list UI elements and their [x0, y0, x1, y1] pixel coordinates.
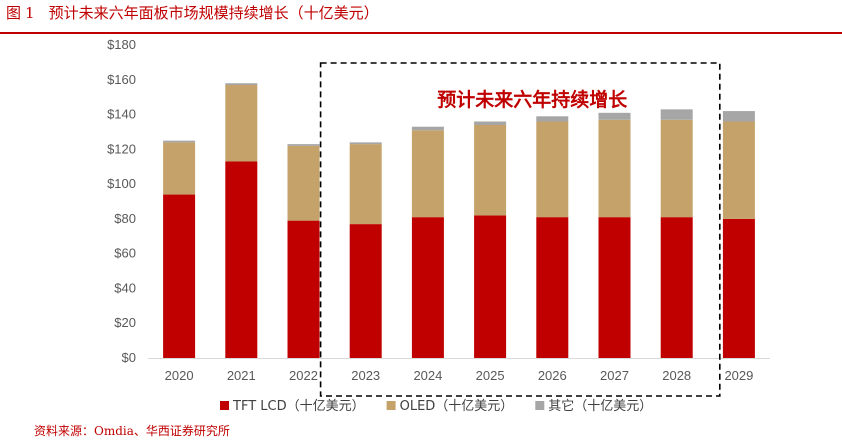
- bar-oled-2025: [474, 124, 507, 216]
- bar-oled-2028: [660, 119, 693, 218]
- x-tick-label: 2021: [227, 368, 256, 383]
- y-tick-label: $160: [107, 72, 136, 87]
- bar-other-2025: [474, 121, 507, 125]
- bar-tft_lcd-2021: [225, 161, 258, 358]
- figure-label: 图: [6, 4, 22, 22]
- legend-swatch-other: [535, 401, 545, 410]
- x-tick-label: 2026: [538, 368, 567, 383]
- x-tick-label: 2027: [600, 368, 629, 383]
- y-tick-label: $20: [114, 315, 136, 330]
- bar-other-2024: [411, 126, 444, 131]
- x-tick-label: 2022: [289, 368, 318, 383]
- bar-tft_lcd-2023: [349, 224, 382, 358]
- legend-swatch-oled: [386, 401, 396, 410]
- bar-other-2027: [598, 112, 631, 120]
- bar-oled-2020: [163, 142, 196, 195]
- legend-label-tft_lcd: TFT LCD（十亿美元）: [232, 399, 365, 414]
- bar-oled-2022: [287, 145, 320, 221]
- forecast-annotation: 预计未来六年持续增长: [437, 88, 628, 111]
- bar-tft_lcd-2029: [722, 218, 755, 358]
- x-tick-label: 2023: [351, 368, 380, 383]
- y-tick-label: $120: [107, 141, 136, 156]
- figure-number: 1: [25, 4, 35, 22]
- bar-oled-2023: [349, 144, 382, 225]
- bar-other-2029: [722, 111, 755, 122]
- x-tick-label: 2020: [165, 368, 194, 383]
- bar-tft_lcd-2027: [598, 217, 631, 358]
- bar-oled-2027: [598, 119, 631, 218]
- bar-tft_lcd-2020: [163, 194, 196, 358]
- y-tick-label: $140: [107, 107, 136, 122]
- bar-other-2023: [349, 142, 382, 145]
- legend-swatch-tft_lcd: [220, 401, 229, 410]
- bar-tft_lcd-2026: [536, 217, 569, 358]
- bar-oled-2026: [536, 121, 569, 218]
- bar-tft_lcd-2022: [287, 220, 320, 358]
- y-tick-label: $40: [114, 280, 136, 295]
- title-divider: [0, 32, 842, 34]
- bar-tft_lcd-2028: [660, 217, 693, 358]
- x-tick-label: 2029: [724, 368, 753, 383]
- legend-label-other: 其它（十亿美元）: [548, 398, 652, 414]
- y-tick-label: $60: [114, 246, 136, 261]
- x-tick-label: 2028: [662, 368, 691, 383]
- source-note: 资料来源：Omdia、华西证券研究所: [34, 424, 230, 438]
- bar-other-2028: [660, 109, 693, 120]
- bar-tft_lcd-2025: [474, 215, 507, 358]
- y-tick-label: $100: [107, 176, 136, 191]
- x-tick-label: 2024: [413, 368, 442, 383]
- forecast-highlight-box: [319, 62, 721, 397]
- bar-tft_lcd-2024: [411, 217, 444, 358]
- bar-oled-2021: [225, 84, 258, 162]
- x-tick-label: 2025: [476, 368, 505, 383]
- y-tick-label: $80: [114, 211, 136, 226]
- bar-other-2021: [225, 83, 258, 85]
- bar-other-2022: [287, 144, 320, 146]
- bar-other-2020: [163, 140, 196, 143]
- y-tick-label: $0: [122, 350, 136, 365]
- bar-other-2026: [536, 116, 569, 122]
- bar-oled-2024: [411, 130, 444, 218]
- legend-label-oled: OLED（十亿美元）: [400, 399, 514, 414]
- figure-title: 图 1 预计未来六年面板市场规模持续增长（十亿美元）: [6, 2, 379, 23]
- bar-oled-2029: [722, 121, 755, 219]
- y-tick-label: $180: [107, 37, 136, 52]
- figure-title-text: 预计未来六年面板市场规模持续增长（十亿美元）: [48, 4, 379, 22]
